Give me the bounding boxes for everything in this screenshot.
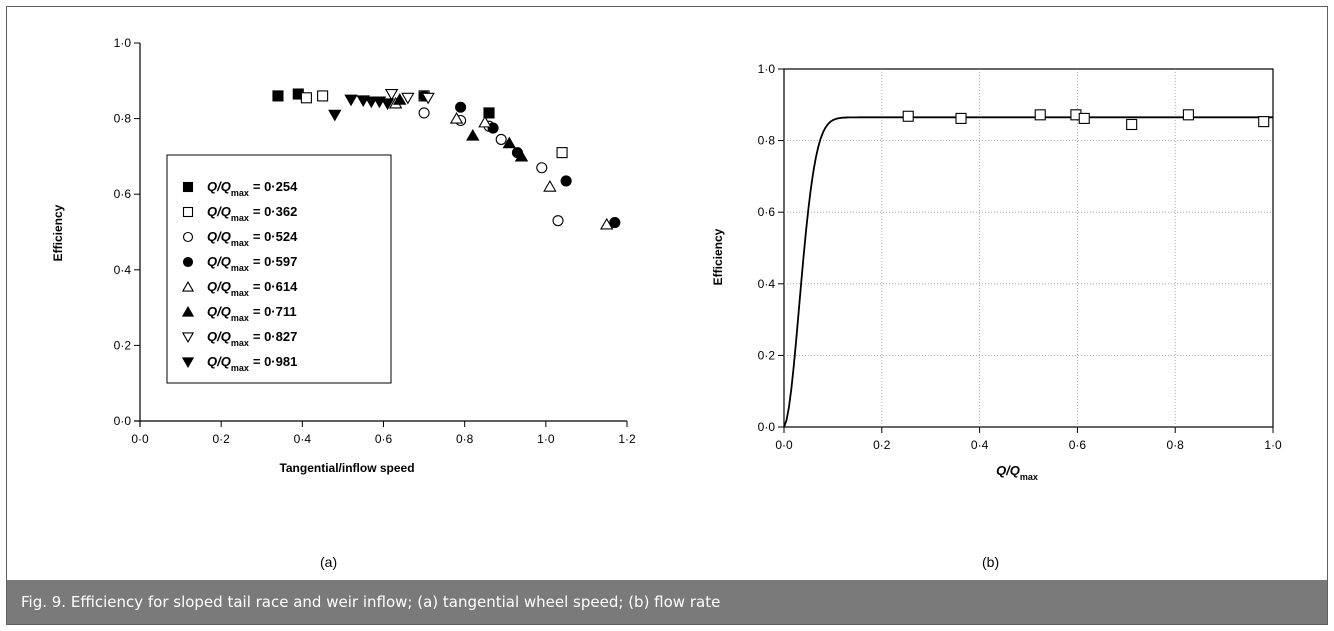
y-tick-label-a: 1·0 xyxy=(114,36,132,50)
legend-marker-a xyxy=(182,181,194,193)
data-point-a xyxy=(483,107,495,119)
x-tick-label-a: 0·0 xyxy=(131,432,149,446)
data-point-a xyxy=(609,217,621,229)
data-point-a xyxy=(495,133,507,145)
legend-marker-a xyxy=(182,256,194,268)
data-point-a xyxy=(393,93,407,105)
y-axis-label-b: Efficiency xyxy=(711,228,725,285)
legend-entry-a: Q/Qmax = 0·254 xyxy=(207,179,298,198)
data-point-a xyxy=(502,136,517,149)
legend-entry-a: Q/Qmax = 0·524 xyxy=(207,229,298,248)
data-point-a xyxy=(543,180,557,192)
legend-marker-a xyxy=(182,231,194,243)
x-tick-label-b: 0·6 xyxy=(1069,438,1087,452)
y-tick-label-a: 0·6 xyxy=(114,187,132,201)
x-tick-label-a: 1·2 xyxy=(618,432,636,446)
sublabel-a: (a) xyxy=(320,554,338,570)
data-point-a xyxy=(328,109,342,122)
y-tick-label-b: 0·2 xyxy=(758,348,776,362)
x-tick-label-a: 0·8 xyxy=(456,432,474,446)
x-tick-label-b: 0·0 xyxy=(775,438,793,452)
sublabel-b: (b) xyxy=(982,554,1000,570)
data-point-a xyxy=(466,129,480,141)
y-tick-label-a: 0·2 xyxy=(114,338,132,352)
x-axis-label-a: Tangential/inflow speed xyxy=(279,461,414,475)
legend-entry-a: Q/Qmax = 0·827 xyxy=(207,329,297,348)
legend-marker-a xyxy=(182,206,194,218)
legend-entry-a: Q/Qmax = 0·614 xyxy=(207,279,298,298)
data-point-a xyxy=(552,215,564,227)
y-tick-label-b: 0·8 xyxy=(758,134,776,148)
legend-entry-a: Q/Qmax = 0·597 xyxy=(207,254,297,273)
data-point-a xyxy=(317,90,329,102)
x-tick-label-a: 1·0 xyxy=(537,432,555,446)
y-axis-label-a: Efficiency xyxy=(51,204,65,261)
legend-marker-a xyxy=(181,332,195,344)
x-tick-label-b: 0·4 xyxy=(971,438,989,452)
x-tick-label-a: 0·6 xyxy=(375,432,393,446)
data-point-a xyxy=(421,92,435,105)
legend-marker-a xyxy=(181,305,195,317)
data-point-a xyxy=(600,217,614,230)
data-point-a xyxy=(300,92,312,104)
x-tick-label-a: 0·2 xyxy=(212,432,230,446)
figure-frame: 0·0 0·2 0·4 0·6 0·8 1·0 1·2 0·0 0·2 0·4 0·6 0·8 1·0 T… xyxy=(6,6,1328,625)
data-point-a xyxy=(556,147,568,159)
x-tick-label-b: 0·8 xyxy=(1167,438,1185,452)
y-tick-label-a: 0·8 xyxy=(114,112,132,126)
chart-a: 0·0 0·2 0·4 0·6 0·8 1·0 1·2 0·0 0·2 0·4 0·6 0·8 1·0 T… xyxy=(51,36,636,475)
legend-a xyxy=(166,154,392,384)
legend-marker-a xyxy=(181,280,195,292)
x-axis-label-b: Q/Qmax xyxy=(996,463,1038,482)
x-tick-label-a: 0·4 xyxy=(294,432,312,446)
data-point-a xyxy=(455,101,467,113)
y-tick-label-b: 1·0 xyxy=(758,62,776,76)
data-point-a xyxy=(384,88,399,101)
data-point-b xyxy=(955,112,967,124)
data-point-a xyxy=(418,107,430,119)
data-point-a xyxy=(344,94,358,107)
legend-marker-a xyxy=(181,357,195,369)
x-tick-label-b: 1·0 xyxy=(1264,438,1282,452)
y-tick-label-a: 0·4 xyxy=(114,263,132,277)
data-point-a xyxy=(380,98,395,111)
data-point-a xyxy=(449,111,464,124)
legend-entry-a: Q/Qmax = 0·981 xyxy=(207,354,297,373)
y-tick-label-a: 0·0 xyxy=(114,414,132,428)
data-point-b xyxy=(1126,118,1138,131)
data-point-a xyxy=(514,149,529,162)
data-point-b xyxy=(1034,109,1046,121)
y-tick-label-b: 0·6 xyxy=(758,205,776,219)
plot-area-b xyxy=(783,68,1274,428)
data-point-a xyxy=(560,175,572,187)
data-point-b xyxy=(1078,112,1090,124)
figure-caption: Fig. 9. Efficiency for sloped tail race … xyxy=(7,580,1327,624)
y-tick-label-b: 0·4 xyxy=(758,277,776,291)
legend-entry-a: Q/Qmax = 0·362 xyxy=(207,204,297,223)
data-point-b xyxy=(1258,116,1270,128)
y-tick-label-b: 0·0 xyxy=(758,420,776,434)
data-point-b xyxy=(902,110,914,122)
data-point-a xyxy=(364,96,379,109)
data-point-a xyxy=(478,115,492,128)
data-point-a xyxy=(272,90,284,102)
legend-entry-a: Q/Qmax = 0·711 xyxy=(207,304,297,323)
data-point-a xyxy=(401,92,415,105)
x-tick-label-b: 0·2 xyxy=(873,438,891,452)
data-point-a xyxy=(536,162,548,174)
chart-b: 0·0 0·2 0·4 0·6 0·8 1·0 0·0 0·2 0·4 0·6 0·8 1·0 Effi… xyxy=(711,62,1282,482)
data-point-b xyxy=(1182,109,1194,121)
